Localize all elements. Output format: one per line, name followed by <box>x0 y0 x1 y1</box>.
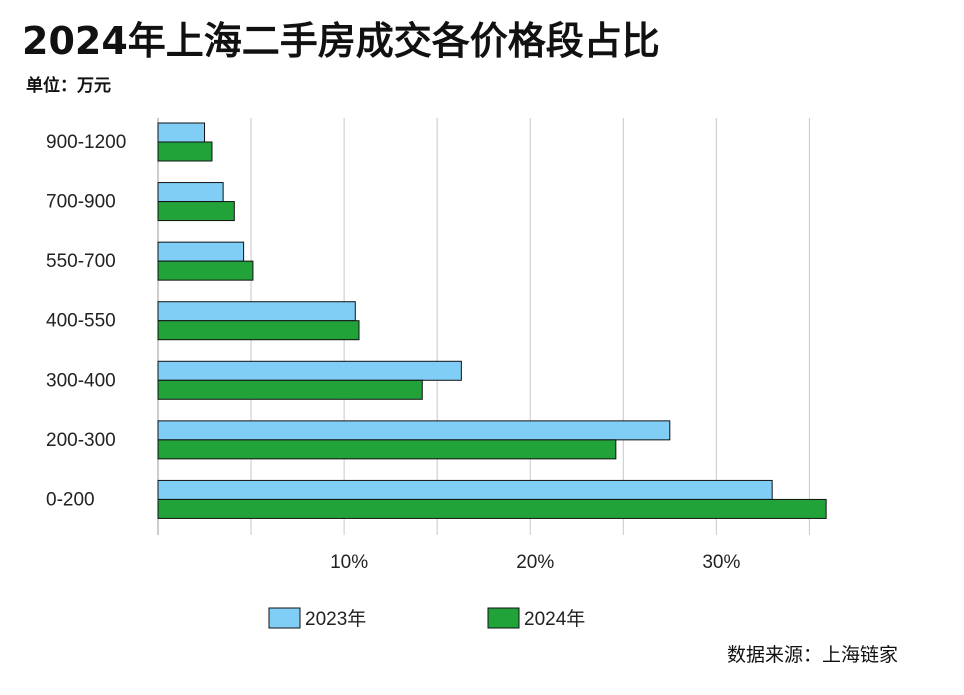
category-label: 550-700 <box>46 251 116 272</box>
chart-title: 2024年上海二手房成交各价格段占比 <box>22 19 660 63</box>
bar-2024-0-200 <box>157 498 827 519</box>
unit-label: 单位：万元 <box>26 76 111 96</box>
x-tick-label: 10% <box>330 552 368 573</box>
source-label: 数据来源：上海链家 <box>726 644 898 666</box>
category-label: 900-1200 <box>46 132 126 153</box>
bar-2024-550-700 <box>157 260 254 281</box>
bar-2023-900-1200 <box>157 122 206 143</box>
category-label: 700-900 <box>46 192 116 213</box>
tick-labels: 900-1200 700-900 550-700 400-550 300-400 200-… <box>46 132 740 573</box>
legend-swatch-2024 <box>487 607 520 629</box>
bars <box>157 122 827 519</box>
bar-2024-200-300 <box>157 439 617 460</box>
bar-2024-400-550 <box>157 320 360 341</box>
legend: 2023年 2024年 <box>268 607 585 630</box>
x-tick-label: 20% <box>516 552 554 573</box>
legend-swatch-2023 <box>268 607 301 629</box>
bar-2024-700-900 <box>157 201 235 222</box>
bar-2023-400-550 <box>157 301 356 322</box>
category-label: 0-200 <box>46 489 95 510</box>
x-tick-label: 30% <box>702 552 740 573</box>
category-label: 300-400 <box>46 370 116 391</box>
bar-2023-550-700 <box>157 241 245 262</box>
bar-2023-0-200 <box>157 479 773 500</box>
bar-2024-300-400 <box>157 379 423 400</box>
bar-2023-200-300 <box>157 420 671 441</box>
category-label: 400-550 <box>46 311 116 332</box>
category-label: 200-300 <box>46 430 116 451</box>
legend-label-2024: 2024年 <box>524 608 585 630</box>
bar-2024-900-1200 <box>157 141 213 162</box>
bar-2023-700-900 <box>157 182 224 203</box>
legend-label-2023: 2023年 <box>305 608 366 630</box>
bar-2023-300-400 <box>157 360 462 381</box>
